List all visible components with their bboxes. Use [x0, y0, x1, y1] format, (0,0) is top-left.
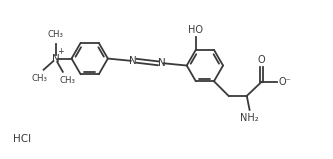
Text: HCl: HCl: [13, 134, 31, 144]
Text: O: O: [258, 55, 265, 65]
Text: CH₃: CH₃: [59, 76, 75, 85]
Text: CH₃: CH₃: [48, 30, 64, 39]
Text: +: +: [57, 47, 64, 56]
Text: HO: HO: [188, 25, 203, 35]
Text: O⁻: O⁻: [279, 77, 292, 87]
Text: N: N: [52, 54, 60, 64]
Text: CH₃: CH₃: [31, 74, 47, 83]
Text: N: N: [158, 58, 166, 68]
Text: N: N: [129, 56, 137, 66]
Text: NH₂: NH₂: [240, 113, 259, 123]
